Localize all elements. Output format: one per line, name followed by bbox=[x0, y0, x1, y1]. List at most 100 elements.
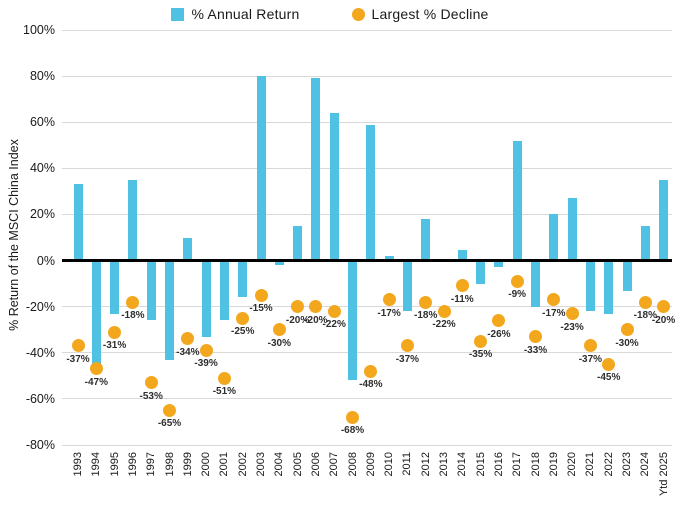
x-tick-label-2019: 2019 bbox=[547, 452, 560, 477]
decline-dot-2015 bbox=[474, 334, 488, 348]
legend-item-0: % Annual Return bbox=[171, 6, 299, 22]
zero-axis-line-overlay bbox=[62, 259, 672, 263]
decline-label-2024: -18% bbox=[633, 310, 657, 322]
decline-dot-2001 bbox=[217, 371, 231, 385]
decline-label-2001: -51% bbox=[212, 386, 237, 398]
decline-dot-2011 bbox=[400, 339, 414, 353]
x-tick-label-2012: 2012 bbox=[419, 452, 432, 477]
decline-label-2013: -22% bbox=[432, 319, 456, 331]
y-tick-label: -40% bbox=[25, 345, 55, 360]
x-tick-label-2010: 2010 bbox=[383, 452, 396, 477]
x-tick-label-2015: 2015 bbox=[474, 452, 487, 477]
y-axis-title: % Return of the MSCI China Index bbox=[7, 139, 21, 331]
decline-dot-2022 bbox=[602, 357, 616, 371]
x-tick-label-2020: 2020 bbox=[566, 452, 579, 477]
x-tick-label-2021: 2021 bbox=[584, 452, 597, 477]
bar-1995 bbox=[110, 260, 120, 314]
bar-2008 bbox=[348, 260, 357, 381]
y-tick-label: -80% bbox=[25, 438, 55, 452]
decline-label-2017: -9% bbox=[508, 289, 527, 301]
decline-dot-2021 bbox=[583, 339, 597, 353]
decline-label-1994: -47% bbox=[84, 376, 108, 388]
decline-label-2002: -25% bbox=[231, 326, 255, 338]
x-tick-label-2023: 2023 bbox=[621, 452, 633, 477]
bar-2007 bbox=[329, 113, 339, 261]
decline-dot-2012 bbox=[419, 295, 433, 309]
decline-label-2008: -68% bbox=[340, 425, 365, 437]
x-tick-label-2016: 2016 bbox=[492, 452, 505, 477]
bar-2001 bbox=[219, 260, 229, 321]
decline-label-2014: -11% bbox=[450, 293, 474, 305]
decline-label-1995: -31% bbox=[102, 340, 127, 352]
y-tick-label: 100% bbox=[23, 23, 55, 37]
decline-label-2015: -35% bbox=[468, 349, 493, 361]
decline-label-1996: -18% bbox=[121, 310, 145, 322]
gridline-60% bbox=[62, 121, 672, 123]
decline-dot-1994 bbox=[89, 362, 103, 376]
x-tick-label-2001: 2001 bbox=[218, 452, 231, 477]
gridline--80% bbox=[62, 444, 672, 446]
decline-label-2016: -26% bbox=[487, 328, 511, 340]
decline-label-2018: -33% bbox=[523, 344, 548, 356]
decline-label-2009: -48% bbox=[359, 379, 383, 391]
x-tick-label-2002: 2002 bbox=[236, 452, 249, 477]
bar-2021 bbox=[585, 260, 595, 312]
decline-label-Ytd 2025: -20% bbox=[651, 314, 676, 326]
decline-dot-2018 bbox=[529, 330, 542, 344]
bar-2006 bbox=[311, 78, 321, 261]
decline-label-1998: -65% bbox=[157, 418, 182, 430]
decline-dot-2024 bbox=[638, 295, 652, 309]
decline-dot-2016 bbox=[492, 314, 506, 327]
x-tick-label-1998: 1998 bbox=[163, 452, 176, 477]
y-tick-label: 20% bbox=[29, 207, 55, 222]
decline-label-2007: -22% bbox=[322, 319, 346, 331]
decline-dot-2006 bbox=[309, 300, 323, 314]
bar-2022 bbox=[604, 260, 614, 314]
x-tick-label-2017: 2017 bbox=[511, 452, 524, 477]
decline-dot-2013 bbox=[437, 304, 451, 318]
decline-dot-2003 bbox=[254, 288, 268, 302]
decline-label-2006: -20% bbox=[304, 314, 328, 326]
bar-2009 bbox=[366, 124, 376, 261]
bar-1994 bbox=[91, 260, 101, 367]
legend-square-marker-icon bbox=[171, 7, 185, 21]
decline-label-2019: -17% bbox=[542, 307, 566, 319]
decline-label-2020: -23% bbox=[560, 321, 584, 333]
decline-label-2011: -37% bbox=[395, 353, 420, 365]
decline-label-2010: -17% bbox=[377, 307, 401, 319]
x-tick-label-1999: 1999 bbox=[181, 452, 194, 477]
bar-2019 bbox=[549, 214, 559, 261]
bar-2011 bbox=[402, 260, 412, 312]
bar-2015 bbox=[476, 260, 486, 284]
bar-2004 bbox=[274, 260, 284, 266]
bar-2005 bbox=[293, 225, 303, 261]
decline-dot-2004 bbox=[272, 323, 286, 337]
decline-dot-2020 bbox=[565, 307, 579, 321]
bar-1997 bbox=[146, 260, 156, 321]
gridline-80% bbox=[62, 75, 672, 77]
decline-dot-1998 bbox=[163, 403, 176, 417]
decline-dot-2007 bbox=[327, 304, 341, 318]
x-tick-label-2022: 2022 bbox=[602, 452, 615, 477]
x-tick-label-2009: 2009 bbox=[364, 452, 377, 477]
x-tick-label-1994: 1994 bbox=[90, 452, 103, 477]
legend-item-1: Largest % Decline bbox=[351, 6, 489, 22]
decline-label-1997: -53% bbox=[139, 390, 163, 402]
x-tick-label-Ytd 2025: Ytd 2025 bbox=[657, 452, 670, 497]
bar-2024 bbox=[640, 225, 650, 261]
decline-label-2005: -20% bbox=[285, 314, 310, 326]
gridline--20% bbox=[62, 306, 672, 308]
decline-dot-Ytd 2025 bbox=[657, 300, 671, 314]
y-tick-label: 80% bbox=[29, 69, 55, 84]
bar-1993 bbox=[73, 184, 83, 261]
legend: % Annual Return Largest % Decline bbox=[0, 6, 660, 22]
decline-dot-2017 bbox=[510, 274, 524, 288]
y-tick-label: -60% bbox=[25, 391, 55, 406]
x-tick-label-1995: 1995 bbox=[108, 452, 121, 477]
x-tick-label-2008: 2008 bbox=[346, 452, 359, 477]
x-tick-label-2005: 2005 bbox=[291, 452, 304, 477]
bar-2018 bbox=[531, 260, 540, 307]
decline-dot-2000 bbox=[199, 343, 213, 357]
bar-2016 bbox=[494, 260, 504, 268]
legend-circle-marker-icon bbox=[351, 7, 365, 21]
